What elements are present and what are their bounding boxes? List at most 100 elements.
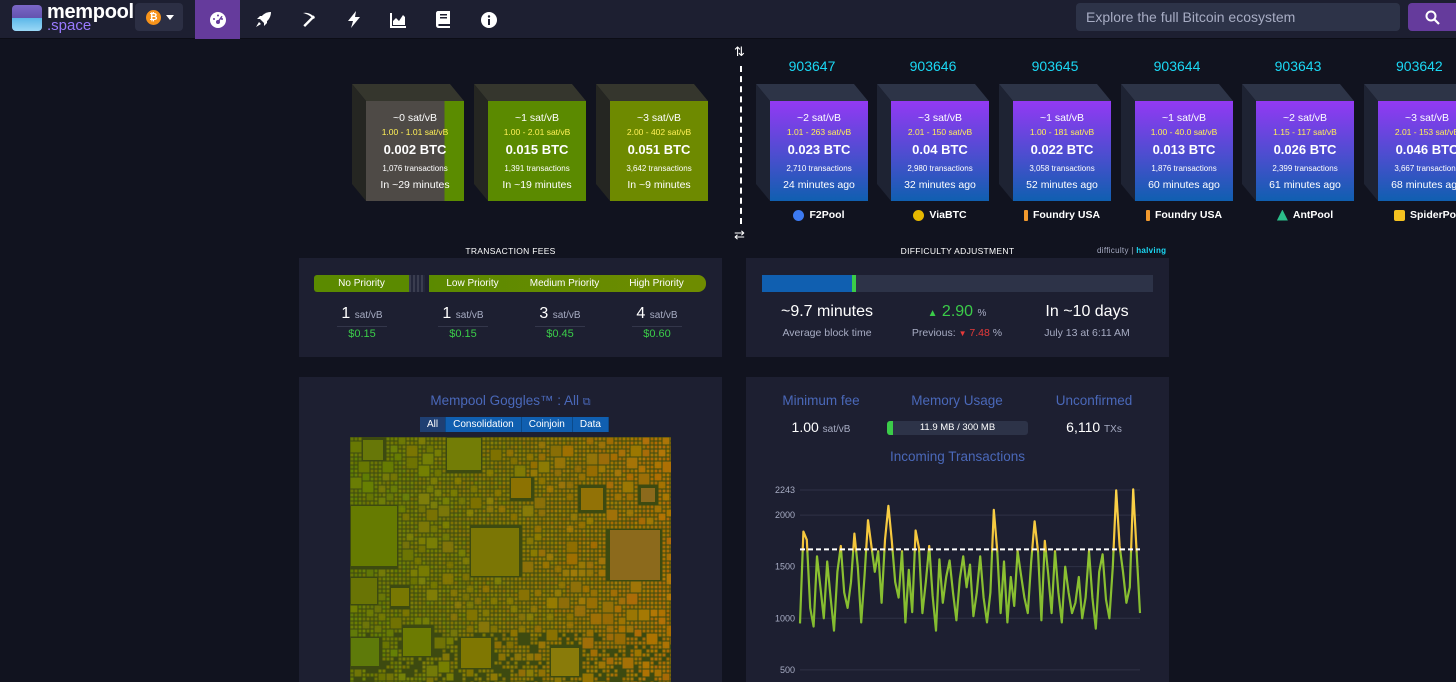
transaction-tile xyxy=(474,473,478,477)
halving-toggle-link[interactable]: halving xyxy=(1136,246,1167,255)
transaction-tile xyxy=(462,581,466,585)
transaction-tile xyxy=(514,445,518,449)
transaction-tile xyxy=(454,557,458,561)
transaction-tile xyxy=(494,513,498,517)
mining-pool-link[interactable]: SpiderPool xyxy=(1394,209,1456,221)
fee-priority-bar: No Priority Low Priority Medium Priority… xyxy=(314,275,706,292)
transaction-tile xyxy=(438,541,442,545)
nav-docs[interactable] xyxy=(421,0,466,39)
mining-pool-link[interactable]: Foundry USA xyxy=(1128,209,1240,221)
goggles-title[interactable]: Mempool Goggles™ : All ⧉ xyxy=(300,393,721,409)
transaction-tile xyxy=(422,661,426,665)
transaction-tile xyxy=(634,657,638,661)
swap-arrows-icon[interactable]: ⇅ xyxy=(734,44,745,59)
block-top xyxy=(999,84,1111,101)
transaction-tile xyxy=(622,521,626,525)
transaction-tile xyxy=(382,649,386,653)
tab-all[interactable]: All xyxy=(420,417,447,432)
transaction-tile xyxy=(454,485,458,489)
block-height-link[interactable]: 903647 xyxy=(788,58,836,74)
transaction-tile xyxy=(646,465,650,469)
transaction-tile xyxy=(530,437,534,441)
transaction-tile xyxy=(666,509,671,517)
fee-usd: $0.15 xyxy=(348,328,376,340)
tab-data[interactable]: Data xyxy=(572,417,609,432)
mempool-logo[interactable]: mempool .space xyxy=(12,1,134,36)
transaction-tile xyxy=(634,673,638,677)
transaction-tile xyxy=(414,537,418,541)
nav-accelerator[interactable] xyxy=(241,0,286,39)
mining-pool-link[interactable]: Foundry USA xyxy=(1006,209,1118,221)
transaction-tile xyxy=(406,657,410,661)
tab-coinjoin[interactable]: Coinjoin xyxy=(521,417,573,432)
search-button[interactable] xyxy=(1408,3,1456,31)
mined-block[interactable]: ~1 sat/vB 1.00 - 181 sat/vB 0.022 BTC 3,… xyxy=(999,84,1111,201)
incoming-transactions-title[interactable]: Incoming Transactions xyxy=(889,449,1026,464)
transaction-tile xyxy=(442,497,450,505)
transaction-tile xyxy=(410,661,414,665)
transaction-tile xyxy=(462,493,466,497)
nav-about[interactable] xyxy=(466,0,511,39)
transaction-tile xyxy=(578,533,582,537)
swap-arrows-icon[interactable]: ⇄ xyxy=(734,227,745,242)
block-height-link[interactable]: 903644 xyxy=(1153,58,1201,74)
transaction-tile xyxy=(658,497,662,501)
mempool-block[interactable]: ~1 sat/vB 1.00 - 2.01 sat/vB 0.015 BTC 1… xyxy=(474,84,586,201)
transaction-tile xyxy=(466,621,470,625)
mining-pool-link[interactable]: F2Pool xyxy=(763,209,875,221)
nav-mining[interactable] xyxy=(286,0,331,39)
mining-pool-link[interactable]: ViaBTC xyxy=(884,209,996,221)
block-height-link[interactable]: 903645 xyxy=(1031,58,1079,74)
transaction-tile xyxy=(418,437,426,445)
transaction-tile xyxy=(446,557,450,561)
transaction-tile xyxy=(374,605,382,613)
mempool-block[interactable]: ~0 sat/vB 1.00 - 1.01 sat/vB 0.002 BTC 1… xyxy=(352,84,464,201)
difficulty-toggle-link[interactable]: difficulty xyxy=(1097,246,1129,255)
transaction-tile xyxy=(534,669,538,673)
transaction-tile xyxy=(442,437,446,441)
mined-block[interactable]: ~3 sat/vB 2.01 - 153 sat/vB 0.046 BTC 3,… xyxy=(1364,84,1456,201)
transaction-tile xyxy=(622,477,626,481)
transaction-tile xyxy=(522,573,526,577)
logo-subtext: .space xyxy=(47,17,92,34)
mining-pool-link[interactable]: AntPool xyxy=(1249,209,1361,221)
transaction-tile xyxy=(402,513,410,521)
transaction-tile xyxy=(566,621,574,629)
mined-block[interactable]: ~1 sat/vB 1.00 - 40.0 sat/vB 0.013 BTC 1… xyxy=(1121,84,1233,201)
transaction-tile xyxy=(450,661,454,665)
pool-name: AntPool xyxy=(1292,209,1334,221)
block-height-link[interactable]: 903646 xyxy=(909,58,957,74)
mined-block[interactable]: ~2 sat/vB 1.01 - 263 sat/vB 0.023 BTC 2,… xyxy=(756,84,868,201)
transaction-tile xyxy=(594,445,598,449)
transaction-tile xyxy=(438,577,442,581)
transaction-tile xyxy=(490,609,494,613)
transaction-tile xyxy=(650,513,654,517)
tab-consolidation[interactable]: Consolidation xyxy=(446,417,522,432)
nav-lightning[interactable] xyxy=(331,0,376,39)
transaction-tile xyxy=(534,437,538,441)
network-selector-button[interactable]: ₿ xyxy=(135,3,183,31)
transaction-tile xyxy=(382,633,386,637)
transaction-tile xyxy=(546,493,550,497)
nav-dashboard[interactable] xyxy=(195,0,240,39)
block-height-link[interactable]: 903642 xyxy=(1396,58,1443,74)
transaction-tile xyxy=(534,565,538,569)
mined-block[interactable]: ~2 sat/vB 1.15 - 117 sat/vB 0.026 BTC 2,… xyxy=(1242,84,1354,201)
transaction-tile xyxy=(450,649,454,653)
search-input[interactable] xyxy=(1076,3,1400,31)
block-height-link[interactable]: 903643 xyxy=(1274,58,1322,74)
transaction-tile xyxy=(434,549,438,553)
mempool-goggles-treemap[interactable] xyxy=(350,437,671,682)
mined-block[interactable]: ~3 sat/vB 2.01 - 150 sat/vB 0.04 BTC 2,9… xyxy=(877,84,989,201)
transaction-tile xyxy=(630,669,634,673)
nav-graphs[interactable] xyxy=(376,0,421,39)
transaction-tile xyxy=(518,577,522,581)
transaction-tile xyxy=(582,629,586,633)
transaction-tile xyxy=(574,461,578,465)
block-fee: ~2 sat/vB xyxy=(796,112,842,124)
transaction-tile xyxy=(586,577,590,581)
mempool-block[interactable]: ~3 sat/vB 2.00 - 402 sat/vB 0.051 BTC 3,… xyxy=(596,84,708,201)
transaction-tile xyxy=(406,533,414,541)
transaction-tile xyxy=(414,545,418,549)
transaction-tile xyxy=(634,477,638,481)
